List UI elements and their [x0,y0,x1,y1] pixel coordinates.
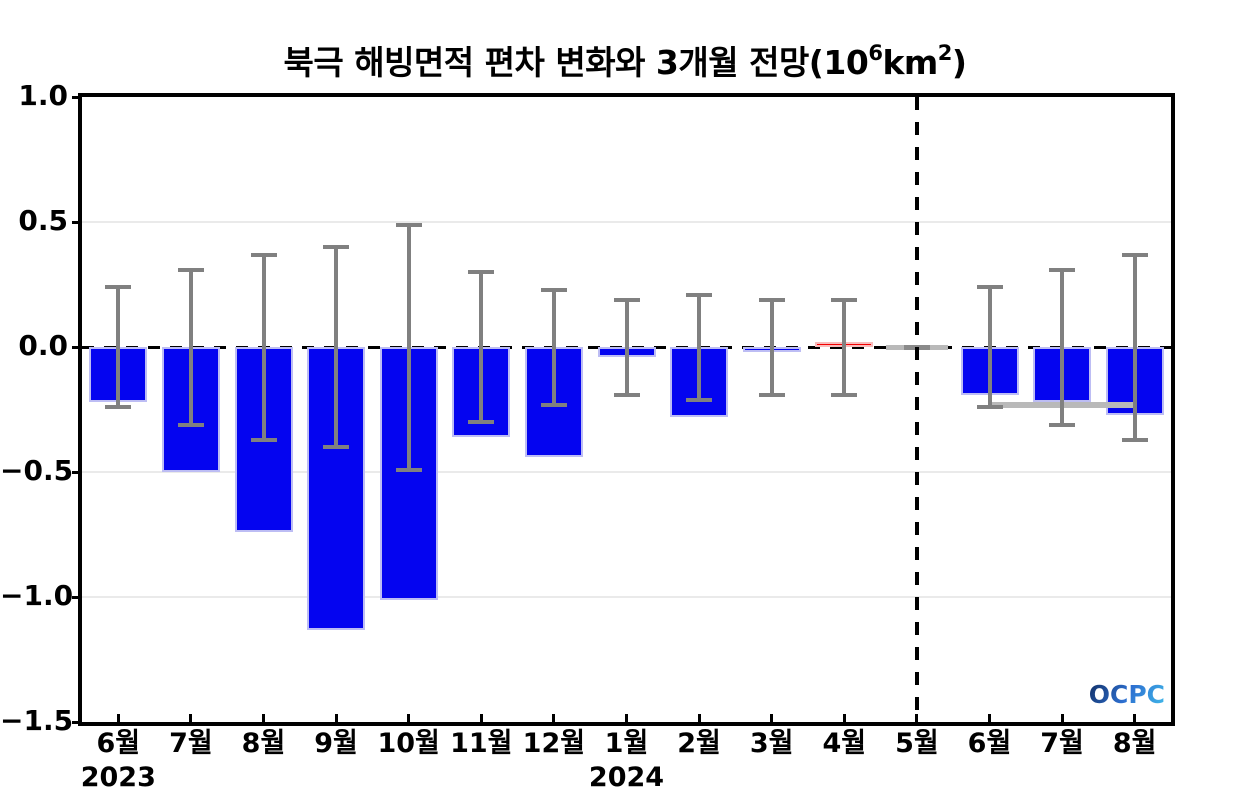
error-bar-7 [624,299,629,395]
y-tick-1 [72,220,82,224]
error-cap-bottom-6 [540,402,567,407]
error-cap-top-1 [177,267,204,272]
title-close-paren: ) [951,43,967,82]
y-label-2: 0.0 [18,329,68,362]
error-cap-top-12 [976,285,1003,289]
error-cap-bottom-2 [250,437,277,442]
error-cap-top-2 [250,252,277,257]
x-label-0: 6월 [96,728,141,759]
x-tick-10 [842,714,846,722]
year-label-2024: 2024 [588,762,665,793]
x-label-14: 8월 [1112,728,1157,759]
plot-area: OCPC [78,93,1175,726]
x-tick-9 [770,714,774,722]
error-cap-bottom-5 [468,420,495,424]
x-tick-4 [407,714,411,722]
error-cap-top-7 [613,297,640,302]
error-bar-5 [479,272,484,422]
error-bar-9 [769,299,774,395]
x-tick-3 [334,714,338,722]
x-label-12: 6월 [967,728,1012,759]
error-cap-bottom-12 [976,405,1003,409]
error-bar-4 [406,224,411,470]
y-label-1: 0.5 [18,204,68,237]
gridline-2 [82,596,1171,598]
x-tick-7 [625,714,628,722]
error-cap-top-4 [395,222,422,227]
y-label-3: −0.5 [0,454,74,487]
x-tick-8 [697,714,701,722]
error-cap-bottom-3 [323,445,350,449]
error-cap-bottom-7 [613,392,640,397]
error-bar-6 [551,289,556,405]
error-bar-12 [987,287,992,407]
x-label-5: 11월 [450,728,513,759]
error-cap-bottom-10 [831,392,858,397]
error-cap-bottom-4 [395,467,422,472]
error-cap-top-14 [1121,252,1148,257]
x-tick-2 [262,714,265,722]
year-label-2023: 2023 [80,762,156,793]
error-cap-top-6 [540,287,567,292]
x-label-7: 1월 [604,728,649,759]
error-bar-3 [334,247,339,447]
x-tick-1 [189,714,193,722]
x-label-1: 7월 [169,728,213,759]
error-bar-13 [1060,269,1065,425]
x-label-13: 7월 [1040,728,1084,759]
error-cap-bottom-14 [1121,437,1148,442]
y-tick-2 [72,345,82,349]
error-bar-14 [1132,254,1137,440]
error-bar-0 [116,287,121,407]
x-tick-13 [1060,714,1064,722]
x-label-3: 9월 [314,728,358,759]
error-cap-top-9 [758,297,785,302]
title-superscript-6: 6 [868,41,883,65]
x-label-8: 2월 [677,728,721,759]
y-tick-4 [72,595,82,599]
error-cap-top-13 [1049,267,1076,272]
y-tick-0 [72,95,82,99]
error-bar-1 [188,269,193,425]
x-label-6: 12월 [522,728,586,759]
error-cap-bottom-1 [177,422,204,427]
x-label-4: 10월 [377,728,440,759]
chart-title: 북극 해빙면적 편차 변화와 3개월 전망(106km2) [80,36,1170,84]
x-label-11: 5월 [895,728,939,759]
y-label-0: 1.0 [18,79,68,112]
error-cap-bottom-13 [1049,422,1076,427]
x-tick-12 [988,714,991,722]
x-tick-0 [116,714,120,722]
error-cap-top-5 [468,270,495,274]
x-tick-6 [552,714,556,722]
x-label-9: 3월 [749,728,794,759]
error-cap-top-8 [686,292,713,297]
title-km: km [882,43,938,82]
error-cap-top-3 [323,245,350,249]
x-tick-5 [479,714,483,722]
error-bar-10 [842,299,847,395]
error-cap-bottom-8 [686,397,713,402]
separator-dashed-line [914,97,919,722]
gridline-1 [82,471,1171,473]
error-cap-top-10 [831,297,858,302]
y-label-4: −1.0 [0,579,74,612]
bar-4 [379,347,438,600]
y-label-5: −1.5 [0,704,74,737]
error-cap-bottom-9 [758,392,785,397]
title-text: 북극 해빙면적 편차 변화와 3개월 전망(10 [283,43,869,82]
y-tick-3 [72,470,82,474]
ocpc-logo: OCPC [1088,680,1165,709]
error-cap-top-0 [105,285,132,289]
gridline-0 [82,221,1171,223]
error-bar-8 [697,294,702,400]
error-cap-bottom-0 [105,405,132,409]
y-tick-5 [72,720,82,724]
x-label-10: 4월 [822,728,867,759]
title-superscript-2: 2 [937,41,953,65]
x-tick-14 [1133,714,1137,722]
error-bar-2 [261,254,266,440]
x-label-2: 8월 [241,728,286,759]
